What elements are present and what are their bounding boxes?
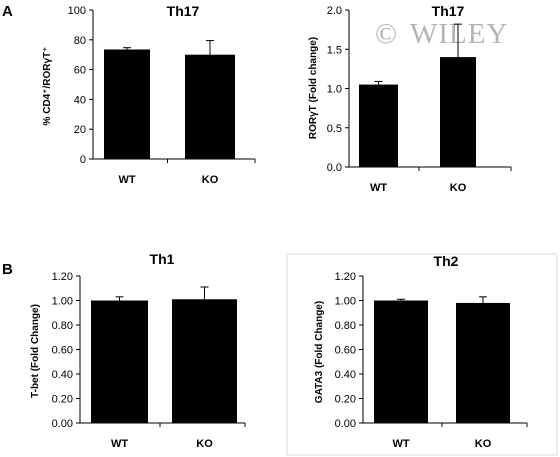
chart-th1-tbet: Th1 T-bet (Fold Change) 0.00 0.20 0.40 0.60 0.… xyxy=(30,251,246,450)
y-axis-label-th2-gata3: GATA3 (Fold Change) xyxy=(314,301,325,403)
y-tick-label: 1.20 xyxy=(52,271,73,283)
watermark: © WILEY xyxy=(375,18,508,50)
y-tick-label: 0.80 xyxy=(335,320,356,332)
y-tick-label: 2.0 xyxy=(327,5,342,17)
y-tick-label: 1.00 xyxy=(52,296,73,308)
y-tick-label: 60 xyxy=(74,65,86,77)
panel-label-b: B xyxy=(2,261,13,278)
bar-ko xyxy=(440,57,476,167)
bar-wt xyxy=(374,300,428,423)
y-tick-label: 1.0 xyxy=(327,84,342,96)
y-tick-label: 40 xyxy=(74,94,86,106)
bar-wt xyxy=(104,49,150,159)
chart-th2-gata3: Th2 GATA3 (Fold Change) 0.00 0.20 0.40 0.60 0.… xyxy=(314,253,528,450)
y-tick-label: 0.20 xyxy=(52,394,73,406)
y-axis-label-th17-rorgt: RORγT (Fold change) xyxy=(308,37,319,139)
bar-ko xyxy=(185,54,235,160)
y-tick-label: 80 xyxy=(74,35,86,47)
y-tick-label: 0.00 xyxy=(52,418,73,430)
y-axis-label-th17-percent: % CD4⁺/RORγT⁺ xyxy=(42,47,53,126)
y-tick-label: 1.5 xyxy=(327,44,342,56)
category-label-wt: WT xyxy=(370,182,387,194)
panel-label-a: A xyxy=(2,3,13,20)
watermark-text: WILEY xyxy=(410,18,508,50)
panel-b-th2-frame xyxy=(286,253,558,456)
category-label-wt: WT xyxy=(118,174,135,186)
chart-th17-rorgt: Th17 RORγT (Fold change) 0.0 0.5 1.0 1.5 2.0 WT… xyxy=(308,3,512,194)
category-label-wt: WT xyxy=(392,438,409,450)
y-tick-label: 0.00 xyxy=(335,418,356,430)
category-label-ko: KO xyxy=(202,174,219,186)
y-tick-label: 0.40 xyxy=(52,369,73,381)
y-tick-label: 0.80 xyxy=(52,320,73,332)
y-tick-label: 0 xyxy=(80,154,86,166)
category-label-wt: WT xyxy=(111,438,128,450)
category-label-ko: KO xyxy=(196,438,213,450)
chart-title-th2-gata3: Th2 xyxy=(434,253,459,269)
bar-wt xyxy=(91,300,148,423)
chart-title-th1-tbet: Th1 xyxy=(150,251,175,267)
watermark-symbol: © xyxy=(375,18,398,50)
y-tick-label: 1.20 xyxy=(335,271,356,283)
y-tick-label: 100 xyxy=(68,5,86,17)
chart-th17-percent: Th17 % CD4⁺/RORγT⁺ 0 20 40 60 80 100 WT KO xyxy=(42,3,256,186)
y-tick-label: 0.20 xyxy=(335,394,356,406)
y-tick-label: 0.5 xyxy=(327,123,342,135)
y-tick-label: 0.40 xyxy=(335,369,356,381)
y-tick-label: 0.0 xyxy=(327,162,342,174)
chart-title-th17-percent: Th17 xyxy=(167,3,200,19)
bar-ko xyxy=(172,299,237,423)
y-tick-label: 0.60 xyxy=(52,345,73,357)
category-label-ko: KO xyxy=(450,182,467,194)
category-label-ko: KO xyxy=(475,438,492,450)
chart-title-th17-rorgt: Th17 xyxy=(432,3,465,19)
y-tick-label: 20 xyxy=(74,124,86,136)
y-axis-label-th1-tbet: T-bet (Fold Change) xyxy=(30,304,41,398)
bar-ko xyxy=(456,302,510,423)
y-tick-label: 0.60 xyxy=(335,345,356,357)
bar-wt xyxy=(359,84,398,167)
y-tick-label: 1.00 xyxy=(335,296,356,308)
